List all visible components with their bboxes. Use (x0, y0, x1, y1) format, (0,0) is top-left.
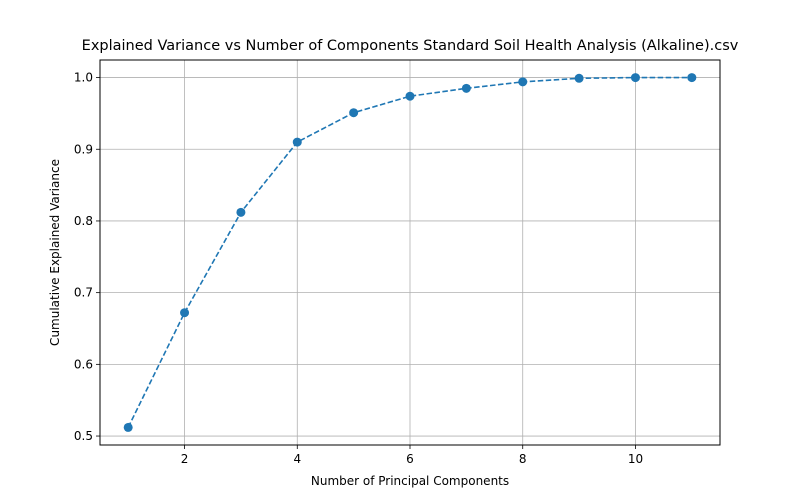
y-tick-label: 0.7 (74, 286, 93, 300)
chart-title: Explained Variance vs Number of Componen… (82, 38, 739, 54)
x-tick-label: 10 (628, 452, 643, 466)
x-tick-label: 2 (181, 452, 189, 466)
data-point (123, 422, 133, 432)
y-axis-label: Cumulative Explained Variance (48, 159, 62, 346)
data-point (518, 77, 528, 87)
y-tick-label: 1.0 (74, 71, 93, 85)
series-line (127, 76, 692, 428)
x-tick-label: 6 (406, 452, 414, 466)
x-axis-label: Number of Principal Components (311, 474, 509, 488)
y-tick-label: 0.6 (74, 357, 93, 371)
series-layer (123, 73, 697, 432)
data-point (630, 73, 640, 83)
data-point (405, 91, 415, 101)
grid-layer (100, 60, 720, 445)
data-point (687, 73, 697, 83)
data-point (461, 83, 471, 93)
y-tick-label: 0.9 (74, 142, 93, 156)
data-point (180, 308, 190, 318)
data-point (574, 73, 584, 83)
data-point (292, 137, 302, 147)
x-tick-label: 8 (519, 452, 527, 466)
ticks-layer: 2 4 6 8 10 0.5 0.6 0.7 0.8 0.9 1.0 (74, 71, 643, 466)
data-point (349, 108, 359, 118)
x-tick-label: 4 (293, 452, 301, 466)
data-point (236, 207, 246, 217)
y-tick-label: 0.5 (74, 429, 93, 443)
y-tick-label: 0.8 (74, 214, 93, 228)
